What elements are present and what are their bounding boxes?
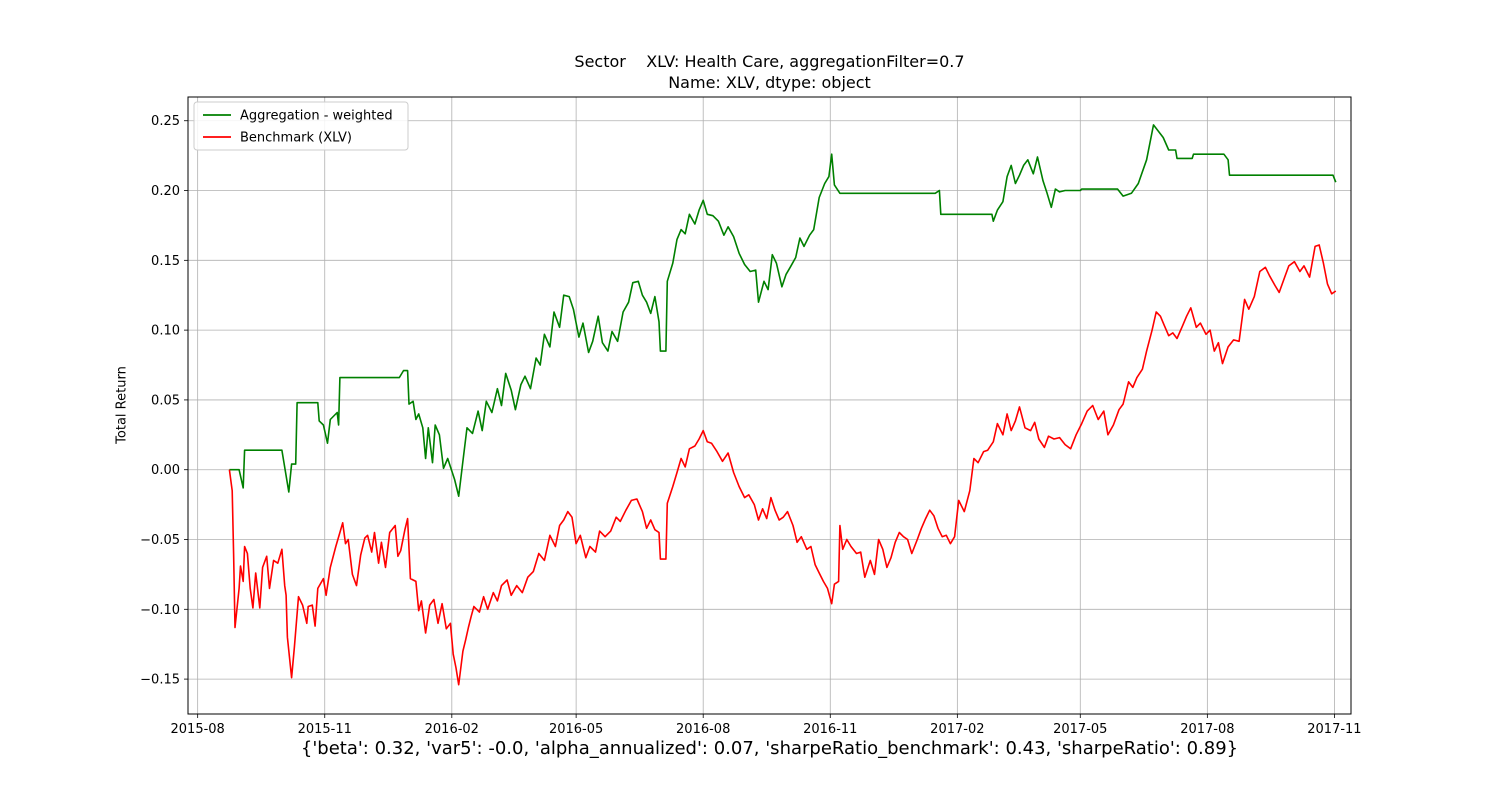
chart-title: Sector XLV: Health Care, aggregationFilt…: [574, 52, 965, 71]
x-tick-label: 2016-08: [676, 722, 730, 737]
legend-label: Benchmark (XLV): [240, 131, 352, 146]
series-line-benchmark: [228, 244, 1337, 686]
y-tick-label: 0.20: [151, 184, 180, 199]
x-tick-label: 2016-02: [425, 722, 479, 737]
gridlines: [188, 97, 1351, 714]
y-tick-label: −0.15: [140, 673, 180, 688]
x-tick-label: 2016-05: [549, 722, 603, 737]
y-tick-label: −0.10: [140, 603, 180, 618]
legend-label: Aggregation - weighted: [240, 109, 393, 124]
series-lines: [228, 124, 1337, 686]
x-tick-label: 2017-02: [930, 722, 984, 737]
y-tick-label: 0.15: [151, 254, 180, 269]
legend-box: [193, 101, 409, 151]
chart-subtitle: Name: XLV, dtype: object: [668, 73, 871, 92]
legend: Aggregation - weighted Benchmark (XLV): [193, 101, 409, 151]
metrics-footer: {'beta': 0.32, 'var5': -0.0, 'alpha_annu…: [300, 738, 1239, 759]
y-tick-label: 0.00: [151, 463, 180, 478]
series-line-aggregation: [229, 124, 1337, 497]
x-tick-label: 2015-08: [171, 722, 225, 737]
axis-ticks: 2015-08 2015-11 2016-02 2016-05 2016-08 2016-…: [140, 114, 1361, 737]
y-tick-label: 0.05: [151, 393, 180, 408]
x-tick-label: 2017-11: [1307, 722, 1361, 737]
y-tick-label: 0.25: [151, 114, 180, 129]
x-tick-label: 2017-08: [1180, 722, 1234, 737]
plot-frame: [187, 96, 1352, 715]
x-tick-label: 2017-05: [1053, 722, 1107, 737]
x-tick-label: 2016-11: [803, 722, 857, 737]
y-tick-label: −0.05: [140, 533, 180, 548]
x-tick-label: 2015-11: [298, 722, 352, 737]
y-tick-label: 0.10: [151, 324, 180, 339]
y-axis-label: Total Return: [114, 366, 130, 444]
